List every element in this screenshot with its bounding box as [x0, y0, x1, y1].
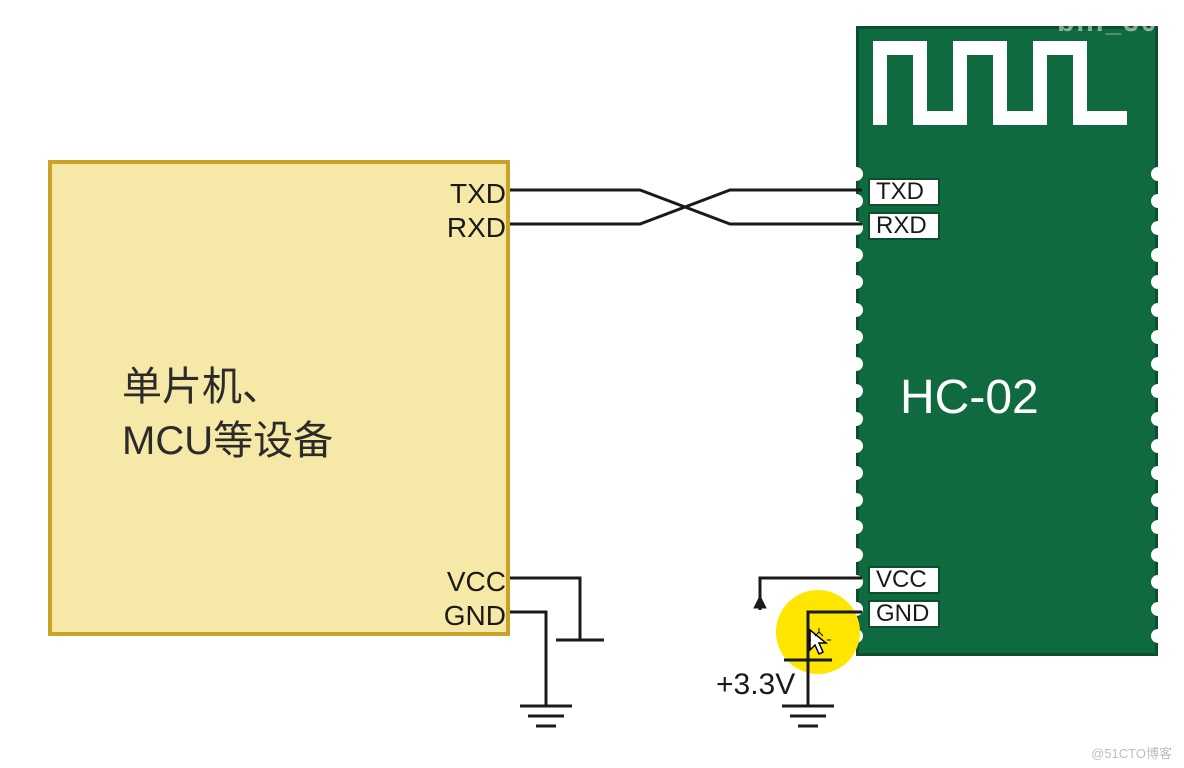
module-castellations-right — [1151, 160, 1165, 650]
mcu-label-line1: 单片机、 — [122, 365, 282, 409]
watermark-top-right: bili_304 — [1057, 6, 1176, 38]
voltage-label: +3.3V — [716, 668, 795, 702]
module-pin-gnd: GND — [868, 600, 940, 628]
mcu-label-line2: MCU等设备 — [122, 419, 333, 463]
module-castellations-left — [849, 160, 863, 650]
mcu-pin-rxd: RXD — [432, 212, 506, 244]
bluetooth-module — [856, 26, 1158, 656]
cursor-icon — [806, 628, 832, 663]
mcu-pin-txd: TXD — [432, 178, 506, 210]
mcu-pin-gnd: GND — [432, 600, 506, 632]
mcu-label: 单片机、 MCU等设备 — [122, 360, 333, 468]
mcu-pin-vcc: VCC — [432, 566, 506, 598]
module-pin-txd: TXD — [868, 178, 940, 206]
diagram-canvas: 单片机、 MCU等设备 TXD RXD VCC GND HC-02 TXD RX… — [0, 0, 1184, 768]
watermark-bottom-right: @51CTO博客 — [1091, 743, 1172, 762]
module-pin-rxd: RXD — [868, 212, 940, 240]
module-label: HC-02 — [900, 370, 1039, 425]
module-pin-vcc: VCC — [868, 566, 940, 594]
